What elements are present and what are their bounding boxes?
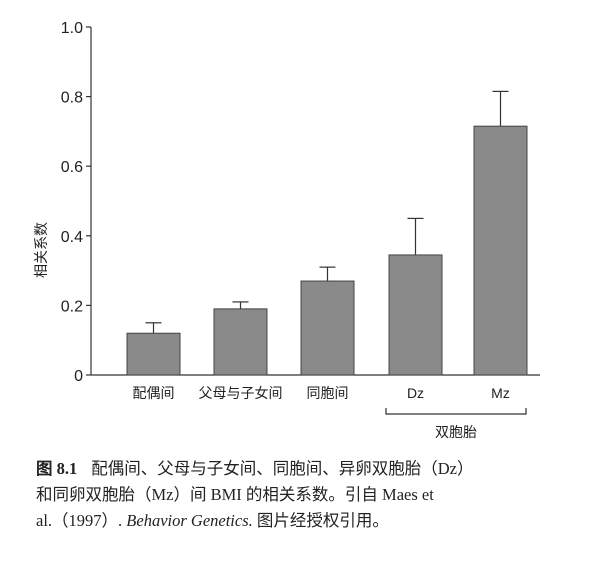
y-tick-label: 0.4 [61, 229, 83, 246]
x-tick-label: 配偶间 [133, 385, 175, 401]
bar [126, 332, 181, 376]
y-tick-label: 0.8 [61, 90, 83, 107]
y-tick-label: 1.0 [61, 20, 83, 37]
x-tick-label: Dz [407, 385, 424, 401]
y-tick-label: 0.2 [61, 298, 83, 315]
bracket-line [385, 408, 527, 415]
figure-caption: 图 8.1 配偶间、父母与子女间、同胞间、异卵双胞胎（Dz） 和同卵双胞胎（Mz）… [36, 456, 576, 534]
y-tick-label: 0 [74, 368, 83, 385]
bracket-label: 双胞胎 [435, 424, 477, 440]
caption-line-3-post: 图片经授权引用。 [252, 511, 389, 530]
bar [388, 254, 443, 376]
y-axis-label: 相关系数 [33, 222, 49, 278]
bar [213, 308, 268, 376]
caption-line-2: 和同卵双胞胎（Mz）间 BMI 的相关系数。引自 Maes et [36, 485, 434, 504]
figure-number: 图 8.1 [36, 459, 78, 478]
x-axis-labels: 配偶间 父母与子女间 同胞间 Dz Mz [133, 385, 510, 401]
bar [300, 280, 355, 376]
twin-group-bracket: 双胞胎 [385, 408, 527, 440]
x-tick-label: 同胞间 [307, 385, 349, 401]
x-tick-label: 父母与子女间 [199, 385, 283, 401]
bars [126, 90, 528, 376]
journal-name: Behavior Genetics. [126, 511, 253, 530]
caption-line-3-pre: al.（1997）. [36, 511, 127, 530]
x-tick-label: Mz [491, 385, 510, 401]
bar-chart: 0 0.2 0.4 0.6 0.8 1.0 配偶间 父母与子女间 同胞间 Dz Mz 双胞胎 相关… [33, 20, 540, 440]
y-axis: 0 0.2 0.4 0.6 0.8 1.0 [61, 20, 540, 385]
caption-line-1: 配偶间、父母与子女间、同胞间、异卵双胞胎（Dz） [91, 459, 474, 478]
bar [473, 125, 528, 376]
y-tick-label: 0.6 [61, 159, 83, 176]
